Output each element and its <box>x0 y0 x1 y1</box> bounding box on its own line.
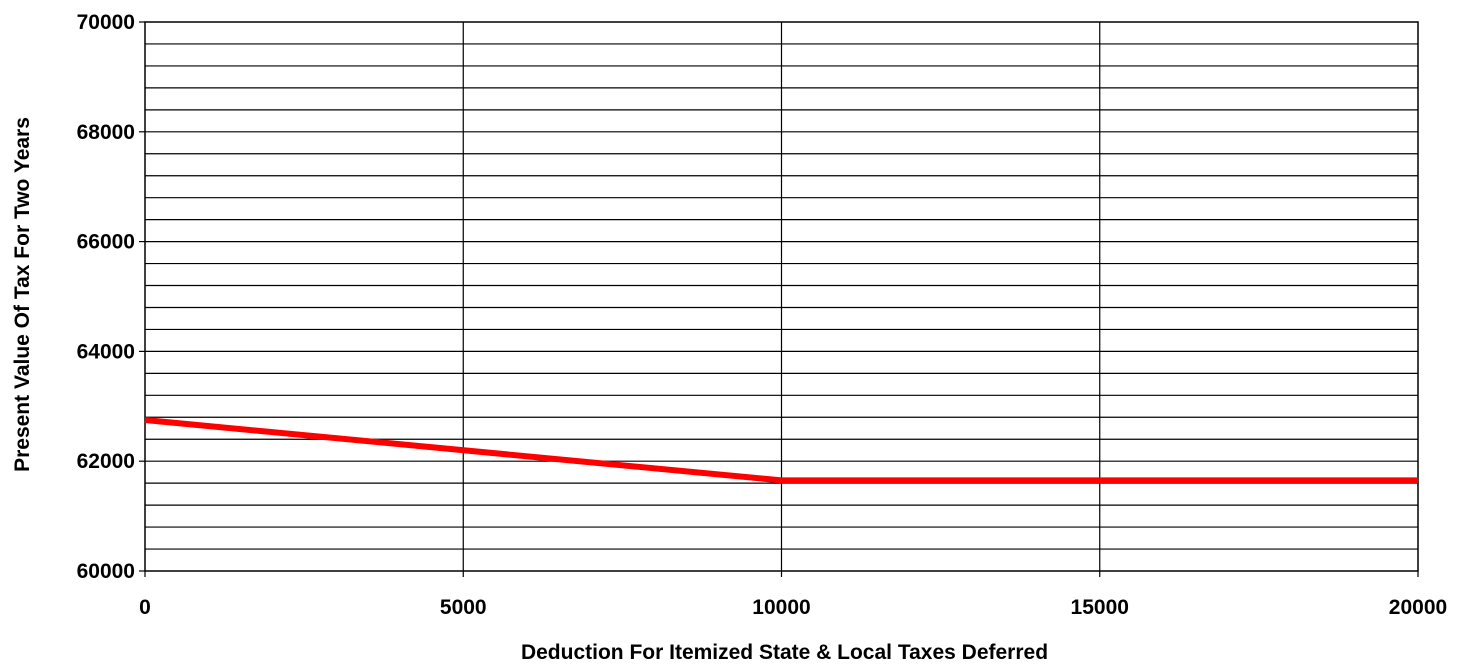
y-tick-label: 62000 <box>77 450 135 473</box>
series-layer <box>144 417 1418 484</box>
y-tick-label: 64000 <box>77 340 135 363</box>
x-axis-tick-labels: 0 5000 10000 15000 20000 <box>139 571 1447 619</box>
x-tick-label: 0 <box>139 596 151 619</box>
x-tick-label: 20000 <box>1389 596 1447 619</box>
y-tick-label: 66000 <box>77 231 135 254</box>
x-tick-label: 15000 <box>1071 596 1129 619</box>
y-axis-label: Present Value Of Tax For Two Years <box>11 117 34 472</box>
x-tick-label: 10000 <box>752 596 810 619</box>
y-tick-label: 60000 <box>77 560 135 583</box>
y-tick-label: 70000 <box>77 11 135 34</box>
series-line <box>144 417 1418 484</box>
x-axis-label: Deduction For Itemized State & Local Tax… <box>521 641 1048 664</box>
x-tick-label: 5000 <box>440 596 487 619</box>
vertical-gridlines <box>462 22 1101 571</box>
y-tick-label: 68000 <box>77 121 135 144</box>
y-axis-tick-labels: 60000 62000 64000 66000 68000 70000 <box>77 11 145 583</box>
